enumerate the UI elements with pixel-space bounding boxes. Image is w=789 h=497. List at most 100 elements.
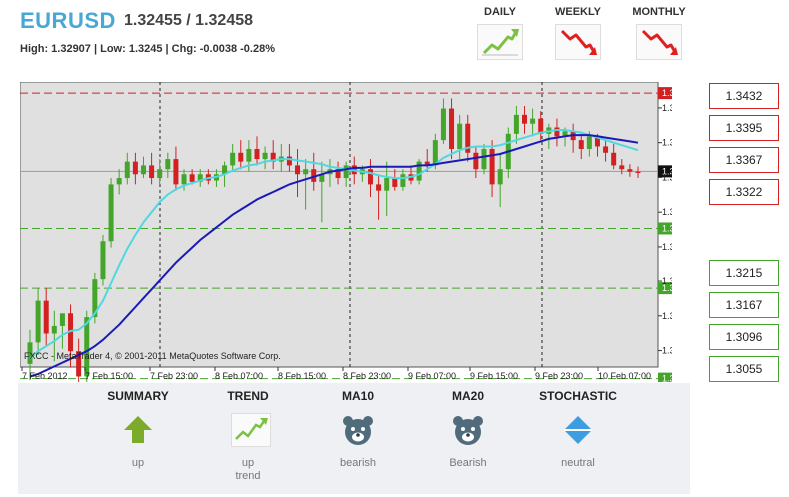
price-level-tag — [658, 372, 672, 382]
indicator-value-line2: trend — [235, 470, 261, 482]
indicator-ma10[interactable]: MA10 bearish — [308, 389, 408, 470]
candle-body — [197, 174, 203, 182]
candle-body — [189, 174, 195, 182]
x-tick-label: 8 Feb 07:00 — [215, 371, 263, 381]
candle-body — [76, 351, 82, 377]
y-tick-label: 1.31460 — [662, 311, 672, 321]
timeframe-label: WEEKLY — [554, 6, 602, 18]
candle-body — [246, 148, 252, 162]
candle-body — [311, 169, 317, 182]
support-level-1: 1.3215 — [709, 260, 779, 286]
y-tick-label: 1.31185 — [662, 346, 672, 356]
support-level-3: 1.3096 — [709, 324, 779, 350]
price-level-tag — [658, 222, 672, 235]
candle-body — [538, 118, 544, 134]
trend-chart-icon — [231, 413, 271, 447]
indicator-ma20[interactable]: MA20 Bearish — [418, 389, 518, 470]
indicator-trend[interactable]: TREND up trend — [198, 389, 298, 483]
candle-body — [68, 313, 74, 352]
candle-body — [149, 165, 155, 179]
green-up-arrow-icon — [121, 413, 155, 447]
slow-moving-average-line — [29, 134, 639, 378]
candle-body — [35, 300, 41, 343]
chart-watermark: FXCC - MetaTrader 4, © 2001-2011 MetaQuo… — [24, 351, 281, 361]
timeframe-label: DAILY — [484, 6, 516, 18]
candle-body — [222, 165, 228, 175]
x-tick-label: 8 Feb 15:00 — [278, 371, 326, 381]
candle-body — [181, 174, 187, 185]
y-tick-label: 1.32280 — [662, 207, 672, 217]
candle-body — [481, 148, 487, 170]
candle-body — [400, 174, 406, 187]
candle-body — [586, 136, 592, 149]
candle-body — [140, 165, 146, 175]
fast-moving-average-line — [29, 129, 639, 360]
indicator-summary[interactable]: SUMMARY up — [88, 389, 188, 470]
candle-body — [627, 169, 633, 172]
arrow-down-chart-icon — [555, 24, 601, 60]
candle-body — [594, 136, 600, 147]
candle-body — [449, 108, 455, 149]
price-stats: High: 1.32907 | Low: 1.3245 | Chg: -0.00… — [20, 43, 275, 55]
x-tick-label: 8 Feb 23:00 — [343, 371, 391, 381]
timeframe-label: MONTHLY — [632, 6, 686, 18]
candle-body — [43, 300, 49, 334]
candle-body — [473, 152, 479, 170]
candle-body — [238, 152, 244, 162]
arrow-up-chart-icon — [477, 24, 523, 60]
timeframe-daily-button[interactable]: DAILY — [465, 6, 535, 60]
candle-body — [392, 178, 398, 187]
x-tick-label: 7 Feb 15:00 — [85, 371, 133, 381]
indicator-title: MA10 — [341, 389, 374, 403]
plot-area — [20, 82, 659, 368]
candle-body — [457, 123, 463, 149]
candle-body — [132, 161, 138, 175]
candle-body — [554, 127, 560, 137]
price-level-label: 1.30963 — [662, 374, 672, 382]
candle-body — [124, 161, 130, 179]
candle-body — [424, 161, 430, 166]
resistance-level-4: 1.3322 — [709, 179, 779, 205]
y-tick-label: 1.31735 — [662, 276, 672, 286]
indicator-value: up — [131, 457, 145, 469]
x-tick-label: 9 Feb 07:00 — [408, 371, 456, 381]
neutral-diamond-icon — [561, 413, 595, 447]
candle-body — [303, 169, 309, 175]
candle-body — [262, 152, 268, 160]
indicator-stochastic[interactable]: STOCHASTIC neutral — [528, 389, 628, 470]
candle-body — [59, 313, 65, 326]
candle-body — [108, 184, 114, 242]
candle-body — [157, 169, 163, 179]
arrow-down-chart-icon — [636, 24, 682, 60]
y-tick-label: 1.30910 — [662, 380, 672, 382]
candle-body — [611, 152, 617, 166]
candle-body — [173, 159, 179, 185]
candle-body — [522, 114, 528, 124]
candle-body — [367, 169, 373, 185]
bear-icon — [341, 413, 375, 447]
x-tick-label: 10 Feb 07:00 — [598, 371, 651, 381]
x-tick-label: 9 Feb 15:00 — [470, 371, 518, 381]
indicator-title: MA20 — [451, 389, 484, 403]
indicator-value: Bearish — [449, 457, 487, 469]
bid-ask-quote: 1.32455 / 1.32458 — [124, 12, 254, 29]
timeframe-monthly-button[interactable]: MONTHLY — [624, 6, 694, 60]
price-level-label: 1.31679 — [662, 283, 672, 293]
indicators-panel: SUMMARY up TREND up trend MA10 — [18, 383, 690, 494]
symbol-title: EURUSD — [20, 8, 116, 33]
x-tick-label: 7 Feb 23:00 — [150, 371, 198, 381]
timeframe-weekly-button[interactable]: WEEKLY — [543, 6, 613, 60]
candle-body — [286, 156, 292, 166]
candle-body — [384, 178, 390, 191]
current-price-label: 1.32603 — [662, 166, 672, 176]
bear-icon — [451, 413, 485, 447]
candle-body — [335, 169, 341, 179]
support-level-2: 1.3167 — [709, 292, 779, 318]
candle-body — [578, 140, 584, 149]
candle-body — [416, 161, 422, 181]
price-level-label: 1.33222 — [662, 88, 672, 98]
indicator-value: neutral — [561, 457, 595, 469]
candle-body — [27, 342, 33, 364]
